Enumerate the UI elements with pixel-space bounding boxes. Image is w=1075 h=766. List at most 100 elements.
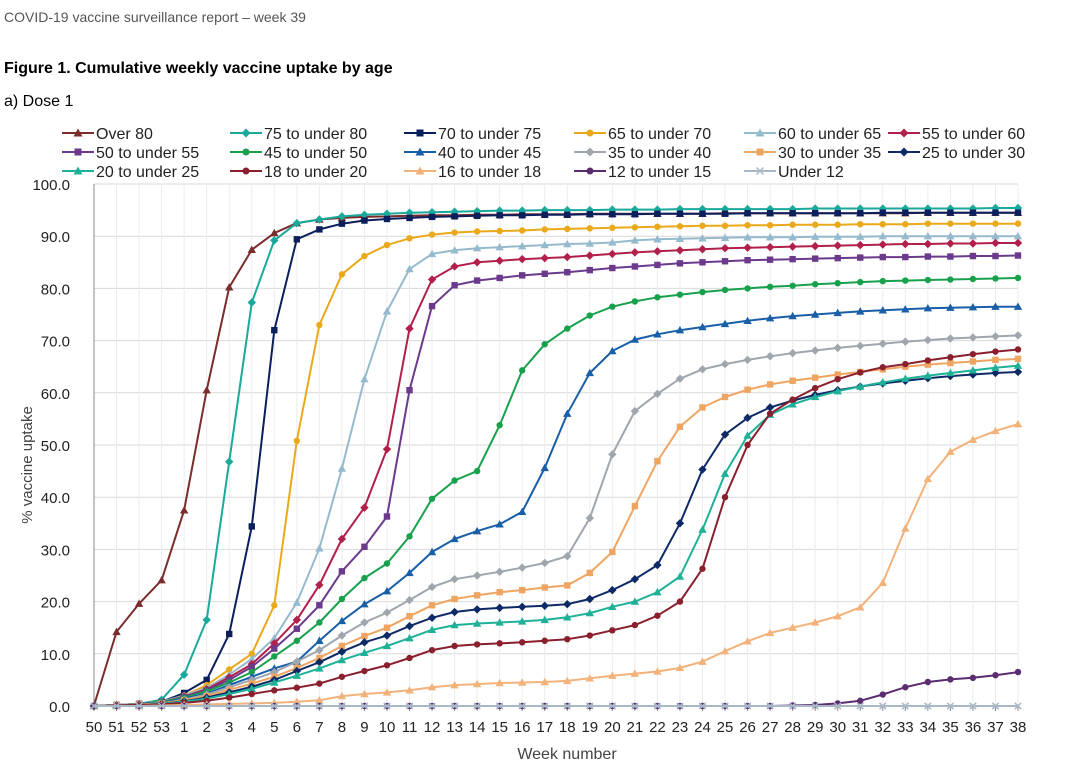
data-point xyxy=(472,605,482,614)
data-point xyxy=(496,589,503,596)
data-point xyxy=(226,630,233,638)
data-point xyxy=(360,648,369,656)
data-point xyxy=(450,680,459,689)
data-point xyxy=(744,210,751,217)
data-point xyxy=(179,670,189,679)
series-line xyxy=(93,222,1018,707)
data-point xyxy=(833,232,842,240)
legend-item: 45 to under 50 xyxy=(230,145,367,162)
legend-marker xyxy=(586,129,594,137)
data-point xyxy=(360,600,369,608)
x-tick-label: 53 xyxy=(153,719,170,736)
data-point xyxy=(292,615,302,625)
y-tick-label: 40.0 xyxy=(41,490,70,507)
legend-marker xyxy=(241,128,251,138)
data-point xyxy=(1014,355,1022,363)
data-point xyxy=(721,494,729,501)
x-tick-label: 51 xyxy=(108,719,125,736)
data-point xyxy=(969,252,977,260)
data-point xyxy=(361,543,368,550)
data-point xyxy=(450,534,459,543)
data-point xyxy=(789,210,796,217)
legend-item: 12 to under 15 xyxy=(574,164,711,181)
data-point xyxy=(833,612,842,620)
data-point xyxy=(427,625,437,633)
data-point xyxy=(427,683,437,691)
data-point xyxy=(811,221,819,228)
data-point xyxy=(766,256,774,263)
x-tick-label: 31 xyxy=(852,719,869,736)
data-point xyxy=(315,696,324,704)
data-point xyxy=(631,211,639,218)
data-point xyxy=(609,627,616,634)
data-point xyxy=(496,421,503,429)
data-point xyxy=(676,702,684,710)
data-point xyxy=(857,697,864,704)
data-point xyxy=(451,477,458,484)
data-point xyxy=(405,686,414,694)
data-point xyxy=(315,580,324,590)
data-point xyxy=(586,312,594,319)
data-point xyxy=(811,374,819,381)
data-point xyxy=(834,210,841,217)
data-point xyxy=(968,366,978,374)
x-tick-label: 35 xyxy=(942,719,959,736)
data-point xyxy=(428,213,436,221)
legend-item: 30 to under 35 xyxy=(744,145,881,162)
x-tick-label: 27 xyxy=(762,719,779,736)
data-point xyxy=(406,386,413,394)
legend-label: 12 to under 15 xyxy=(608,164,711,181)
data-point xyxy=(676,210,684,217)
data-point xyxy=(675,325,685,334)
data-point xyxy=(766,381,774,388)
data-point xyxy=(608,205,617,214)
x-tick-label: 2 xyxy=(203,719,211,736)
data-point xyxy=(383,702,391,710)
data-point xyxy=(383,624,391,631)
data-point xyxy=(517,602,527,612)
data-point xyxy=(609,211,616,218)
data-point xyxy=(406,613,413,620)
data-point xyxy=(857,220,864,228)
data-point xyxy=(946,368,955,377)
data-point xyxy=(744,285,751,292)
data-point xyxy=(1013,419,1023,428)
data-point xyxy=(991,702,1000,710)
data-point xyxy=(743,355,752,365)
data-point xyxy=(653,235,662,243)
data-point xyxy=(947,220,954,227)
data-point xyxy=(451,229,458,236)
data-point xyxy=(472,619,482,627)
x-tick-label: 8 xyxy=(338,719,346,736)
data-point xyxy=(1013,361,1023,369)
data-point xyxy=(564,211,571,218)
x-tick-label: 17 xyxy=(536,719,553,736)
data-point xyxy=(609,303,616,310)
data-point xyxy=(833,387,842,395)
data-point xyxy=(495,256,504,265)
data-point xyxy=(517,678,527,686)
data-point xyxy=(226,666,233,673)
data-point xyxy=(337,691,347,700)
data-point xyxy=(337,464,347,472)
series-line xyxy=(93,334,1019,707)
data-point xyxy=(518,367,526,374)
data-point xyxy=(631,224,639,231)
data-point xyxy=(383,560,391,567)
x-tick-label: 1 xyxy=(180,719,188,736)
x-tick-label: 7 xyxy=(315,719,323,736)
data-point xyxy=(878,306,887,314)
data-point xyxy=(1013,232,1023,240)
data-point xyxy=(654,612,661,619)
data-point xyxy=(564,635,571,643)
data-point xyxy=(946,232,955,240)
legend-item: 50 to under 55 xyxy=(62,145,199,162)
data-point xyxy=(856,232,865,240)
data-point xyxy=(879,277,886,285)
data-point xyxy=(789,377,796,384)
data-point xyxy=(406,654,413,662)
legend-item: 35 to under 40 xyxy=(574,145,711,162)
data-point xyxy=(338,595,346,603)
data-point xyxy=(630,335,640,343)
data-point xyxy=(856,603,865,611)
